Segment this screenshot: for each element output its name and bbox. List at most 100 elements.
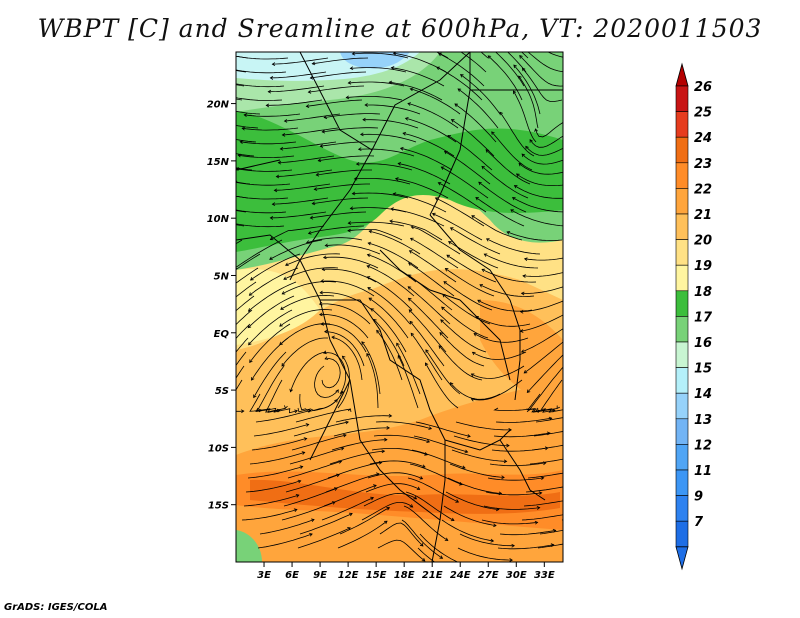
streamline-arrow	[437, 182, 442, 186]
streamline	[450, 382, 501, 400]
streamline-arrow	[413, 496, 418, 500]
streamline-arrow	[360, 132, 364, 137]
streamline-arrow	[399, 146, 404, 151]
streamline-arrow	[426, 439, 431, 443]
streamline	[391, 67, 445, 87]
streamline-arrow	[424, 452, 428, 456]
streamline	[249, 452, 305, 465]
streamline	[236, 379, 244, 412]
streamline-arrow	[402, 131, 407, 136]
streamline-arrow	[591, 538, 594, 541]
streamline	[506, 231, 563, 241]
streamline	[408, 262, 455, 297]
streamline-arrow	[518, 162, 523, 167]
streamline	[269, 239, 323, 260]
streamline	[283, 487, 338, 507]
streamline-arrow	[366, 276, 371, 280]
streamline	[535, 122, 563, 138]
streamline-arrow	[240, 409, 245, 414]
streamline	[497, 544, 554, 550]
streamline	[319, 314, 369, 339]
streamline	[400, 147, 453, 171]
streamline	[441, 519, 494, 542]
streamline	[513, 64, 541, 115]
streamline	[471, 215, 523, 241]
streamline	[314, 365, 339, 398]
streamline-arrow	[315, 172, 320, 177]
lon-tick-label: 18E	[394, 570, 415, 581]
streamline	[350, 67, 407, 73]
streamline-arrow	[353, 176, 358, 181]
streamline-arrow	[454, 103, 459, 107]
streamline	[236, 210, 247, 213]
streamline-arrow	[319, 144, 324, 148]
streamline	[352, 192, 409, 199]
streamline	[491, 131, 533, 171]
streamline	[566, 486, 622, 492]
streamline-arrow	[309, 215, 314, 220]
lat-tick-label: EQ	[214, 329, 230, 340]
colorbar-label: 19	[694, 259, 712, 274]
streamline-arrow	[336, 473, 340, 478]
streamline-arrow	[459, 74, 464, 78]
streamline-arrow	[470, 373, 475, 377]
streamline-arrow	[397, 162, 402, 166]
streamline	[443, 505, 497, 526]
streamline	[410, 333, 443, 381]
streamline	[337, 520, 388, 549]
streamline-arrow	[510, 209, 514, 213]
streamline	[540, 379, 563, 413]
streamline	[513, 90, 537, 143]
streamline-arrow	[409, 504, 414, 508]
streamline-arrow	[419, 476, 424, 480]
streamline	[516, 173, 563, 186]
field-blue-top	[340, 52, 410, 69]
streamline	[521, 514, 563, 521]
colorbar-label: 7	[694, 515, 704, 530]
streamline	[405, 117, 457, 143]
streamline	[547, 52, 563, 58]
streamline-arrow	[269, 236, 274, 241]
streamline-arrow	[311, 61, 316, 66]
streamline-arrow	[471, 351, 476, 356]
streamline	[251, 337, 289, 381]
streamline-arrow	[408, 309, 413, 313]
streamline	[407, 286, 451, 325]
streamline	[306, 99, 363, 107]
lat-tick-label: 20N	[207, 100, 230, 111]
streamline	[306, 237, 363, 244]
streamline	[368, 297, 409, 339]
streamline	[524, 257, 563, 261]
streamline	[574, 431, 630, 436]
streamline	[477, 299, 533, 312]
streamline	[525, 486, 563, 493]
streamline-arrow	[215, 380, 218, 383]
streamline-arrow	[228, 81, 231, 84]
streamline-arrow	[243, 113, 248, 118]
streamline	[442, 294, 491, 325]
streamline	[389, 81, 443, 101]
streamline-arrow	[556, 405, 560, 410]
streamline	[270, 225, 325, 240]
streamline	[533, 431, 563, 437]
streamline	[389, 220, 443, 241]
streamline-arrow	[373, 484, 377, 488]
streamline-arrow	[351, 191, 356, 196]
colorbar-swatch	[675, 392, 689, 420]
streamline	[529, 135, 563, 148]
streamline-arrow	[434, 197, 439, 201]
streamline	[395, 178, 449, 199]
streamline-arrow	[191, 210, 194, 213]
streamline	[367, 287, 411, 325]
streamline-arrow	[449, 382, 454, 386]
streamline	[249, 267, 299, 296]
streamline	[321, 280, 375, 297]
streamline	[253, 351, 287, 398]
streamline	[363, 119, 419, 129]
streamline-arrow	[463, 563, 466, 566]
streamline-arrow	[538, 491, 543, 495]
colorbar-low-triangle	[675, 546, 689, 571]
colorbar-swatch	[675, 418, 689, 445]
streamline-arrow	[357, 147, 362, 152]
